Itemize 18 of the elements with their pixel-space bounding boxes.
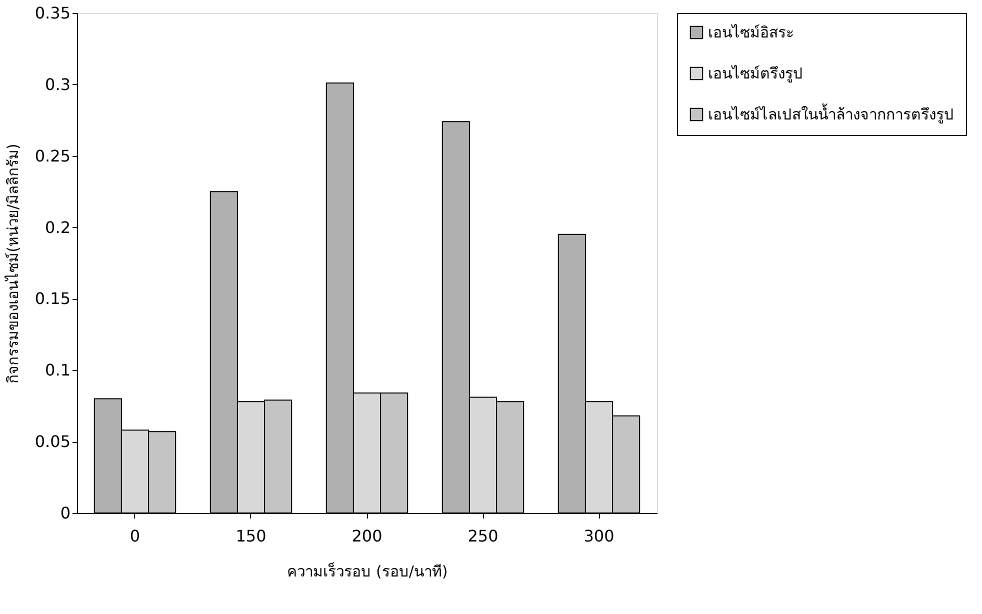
y-tick-label: 0.35 (34, 4, 70, 22)
y-tick-label: 0.05 (34, 432, 70, 452)
y-tick-label: 0 (60, 504, 70, 522)
y-tick-label: 0.2 (45, 218, 70, 237)
y-tick-label: 0.1 (45, 360, 70, 380)
x-tick-label: 0 (130, 526, 140, 546)
legend-label: เอนไซม์ตรึงรูป (708, 64, 803, 82)
y-tick-label: 0.15 (34, 289, 70, 308)
y-tick-label: 0.25 (34, 146, 70, 166)
x-tick-label: 150 (236, 526, 266, 546)
y-tick-label: 0.3 (45, 74, 70, 94)
x-tick-label: 200 (352, 526, 382, 546)
y-axis-title: กิจกรรมของเอนไซม์(หน่วย/มิลลิกรัม) (4, 144, 22, 384)
x-tick-label: 300 (584, 526, 614, 546)
legend-label: เอนไซม์อิสระ (708, 24, 794, 42)
x-axis-title: ความเร็วรอบ (รอบ/นาที) (287, 562, 448, 580)
x-tick-label: 250 (468, 526, 498, 546)
legend-label: เอนไซม์ไลเปสในน้ำล้างจากการตรึงรูป (708, 104, 954, 124)
